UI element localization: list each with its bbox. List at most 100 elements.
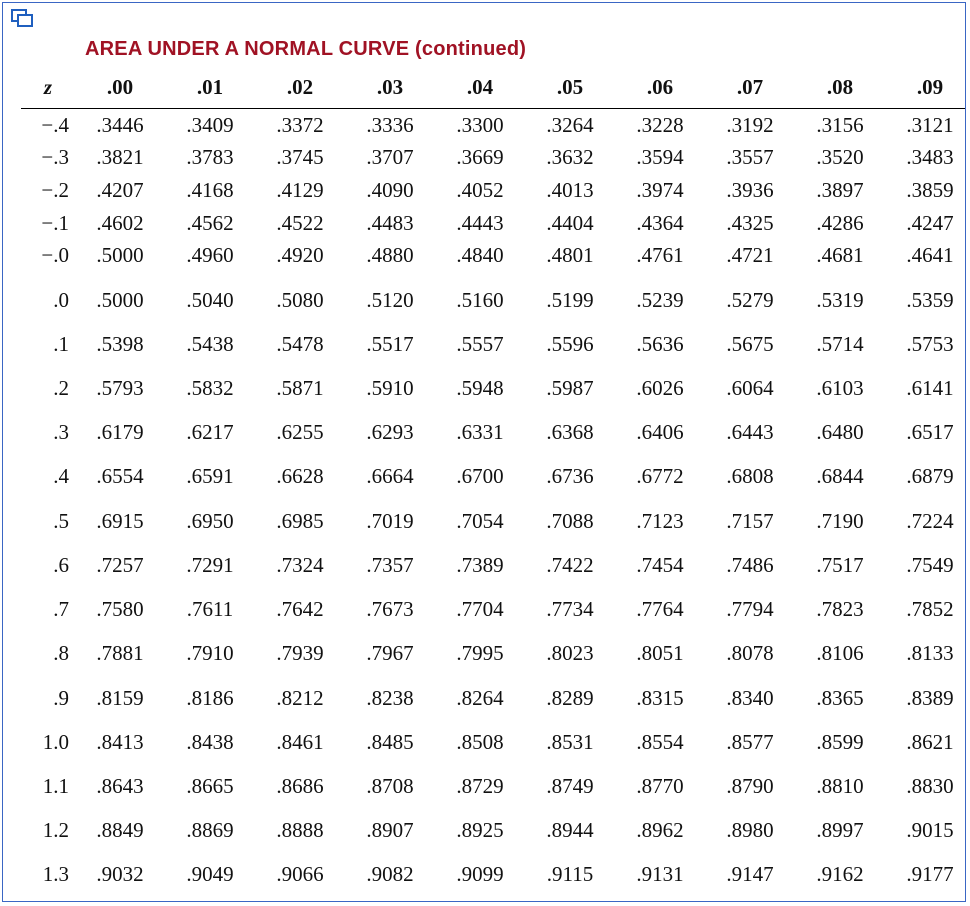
table-cell: .8264 xyxy=(435,671,525,715)
table-cell: .8962 xyxy=(615,803,705,847)
table-row: −.0.5000.4960.4920.4880.4840.4801.4761.4… xyxy=(21,240,966,273)
table-cell: .4129 xyxy=(255,174,345,207)
table-row: 1.4.9192.9207.9222.9236.9251.9265.9278.9… xyxy=(21,892,966,902)
table-row: .6.7257.7291.7324.7357.7389.7422.7454.74… xyxy=(21,538,966,582)
table-cell: .9032 xyxy=(75,847,165,891)
table-cell: .3372 xyxy=(255,109,345,142)
table-row: 1.3.9032.9049.9066.9082.9099.9115.9131.9… xyxy=(21,847,966,891)
table-row: .2.5793.5832.5871.5910.5948.5987.6026.60… xyxy=(21,361,966,405)
table-cell: .4920 xyxy=(255,240,345,273)
table-cell: .7157 xyxy=(705,494,795,538)
table-cell: .9319 xyxy=(885,892,966,902)
table-cell: .8389 xyxy=(885,671,966,715)
table-cell: .8531 xyxy=(525,715,615,759)
table-cell: .4602 xyxy=(75,207,165,240)
table-cell: .8461 xyxy=(255,715,345,759)
table-row: .9.8159.8186.8212.8238.8264.8289.8315.83… xyxy=(21,671,966,715)
table-cell: .8925 xyxy=(435,803,525,847)
table-cell: .7257 xyxy=(75,538,165,582)
title-main: AREA UNDER A NORMAL CURVE xyxy=(85,38,409,60)
table-cell: .9115 xyxy=(525,847,615,891)
table-cell: .4247 xyxy=(885,207,966,240)
table-cell: .5596 xyxy=(525,317,615,361)
table-cell: .6879 xyxy=(885,449,966,493)
table-cell: .3192 xyxy=(705,109,795,142)
table-cell: .9162 xyxy=(795,847,885,891)
z-label: 1.1 xyxy=(21,759,75,803)
z-label: .6 xyxy=(21,538,75,582)
table-cell: .6517 xyxy=(885,405,966,449)
table-cell: .9222 xyxy=(255,892,345,902)
table-cell: .9192 xyxy=(75,892,165,902)
table-cell: .3156 xyxy=(795,109,885,142)
table-cell: .6255 xyxy=(255,405,345,449)
table-cell: .4052 xyxy=(435,174,525,207)
table-cell: .8643 xyxy=(75,759,165,803)
z-label: 1.0 xyxy=(21,715,75,759)
table-cell: .8708 xyxy=(345,759,435,803)
col-header: .02 xyxy=(255,71,345,109)
table-cell: .6808 xyxy=(705,449,795,493)
table-cell: .8599 xyxy=(795,715,885,759)
table-cell: .8186 xyxy=(165,671,255,715)
table-cell: .5040 xyxy=(165,273,255,317)
table-cell: .4681 xyxy=(795,240,885,273)
table-row: 1.1.8643.8665.8686.8708.8729.8749.8770.8… xyxy=(21,759,966,803)
table-title: AREA UNDER A NORMAL CURVE (continued) xyxy=(85,38,955,61)
table-cell: .3632 xyxy=(525,142,615,175)
table-cell: .6368 xyxy=(525,405,615,449)
table-cell: .6844 xyxy=(795,449,885,493)
table-cell: .3594 xyxy=(615,142,705,175)
table-cell: .8485 xyxy=(345,715,435,759)
col-header: .00 xyxy=(75,71,165,109)
table-cell: .7054 xyxy=(435,494,525,538)
table-cell: .8106 xyxy=(795,626,885,670)
table-cell: .7995 xyxy=(435,626,525,670)
table-cell: .8315 xyxy=(615,671,705,715)
table-cell: .5753 xyxy=(885,317,966,361)
popout-icon[interactable] xyxy=(11,9,33,32)
z-label: .8 xyxy=(21,626,75,670)
table-cell: .8554 xyxy=(615,715,705,759)
z-label: .5 xyxy=(21,494,75,538)
title-suffix: (continued) xyxy=(409,38,526,60)
table-cell: .6217 xyxy=(165,405,255,449)
table-cell: .8749 xyxy=(525,759,615,803)
table-cell: .4522 xyxy=(255,207,345,240)
table-cell: .8907 xyxy=(345,803,435,847)
table-cell: .5438 xyxy=(165,317,255,361)
table-cell: .4880 xyxy=(345,240,435,273)
table-cell: .7939 xyxy=(255,626,345,670)
table-cell: .9082 xyxy=(345,847,435,891)
table-cell: .7486 xyxy=(705,538,795,582)
table-cell: .4721 xyxy=(705,240,795,273)
table-cell: .3228 xyxy=(615,109,705,142)
col-header: .04 xyxy=(435,71,525,109)
table-cell: .7454 xyxy=(615,538,705,582)
z-label: 1.2 xyxy=(21,803,75,847)
table-cell: .7190 xyxy=(795,494,885,538)
table-cell: .7357 xyxy=(345,538,435,582)
table-cell: .4168 xyxy=(165,174,255,207)
table-cell: .9306 xyxy=(795,892,885,902)
table-cell: .4013 xyxy=(525,174,615,207)
table-cell: .3446 xyxy=(75,109,165,142)
table-cell: .6950 xyxy=(165,494,255,538)
table-cell: .9177 xyxy=(885,847,966,891)
table-cell: .5000 xyxy=(75,273,165,317)
table-cell: .6480 xyxy=(795,405,885,449)
table-cell: .4207 xyxy=(75,174,165,207)
table-cell: .6915 xyxy=(75,494,165,538)
table-cell: .8729 xyxy=(435,759,525,803)
table-cell: .7019 xyxy=(345,494,435,538)
z-table: z .00 .01 .02 .03 .04 .05 .06 .07 .08 .0… xyxy=(21,71,966,902)
table-row: .0.5000.5040.5080.5120.5160.5199.5239.52… xyxy=(21,273,966,317)
table-cell: .6179 xyxy=(75,405,165,449)
table-cell: .8212 xyxy=(255,671,345,715)
table-row: −.1.4602.4562.4522.4483.4443.4404.4364.4… xyxy=(21,207,966,240)
table-cell: .8238 xyxy=(345,671,435,715)
table-cell: .6331 xyxy=(435,405,525,449)
table-cell: .3264 xyxy=(525,109,615,142)
table-cell: .5871 xyxy=(255,361,345,405)
table-cell: .5478 xyxy=(255,317,345,361)
